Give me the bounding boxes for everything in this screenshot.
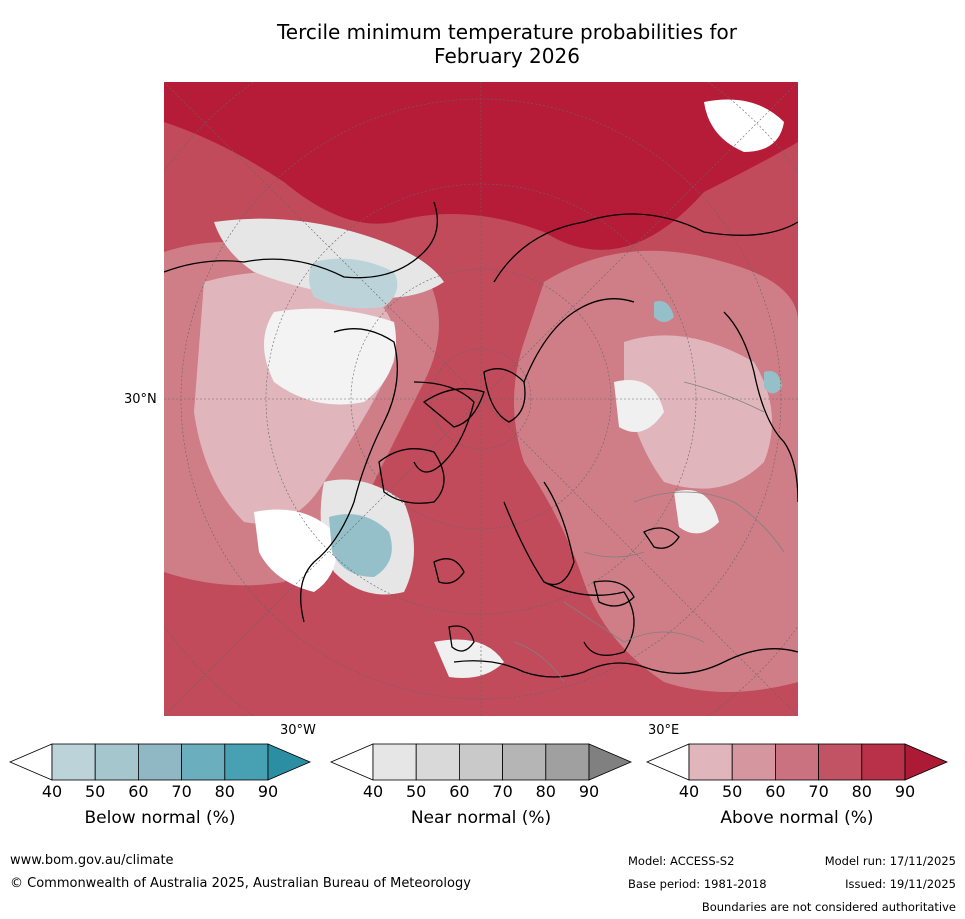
central-asia-near-normal [674,490,719,534]
canada-coast [300,328,398,623]
colorbar-above-normal [645,743,949,781]
british-isles [448,625,475,652]
colorbar-segment [688,743,733,781]
colorbar-tick-label: 60 [765,782,786,801]
colorbar-svg [8,743,312,781]
colorbar-segment [545,743,590,781]
coastlines [164,201,798,678]
colorbar-segment [818,743,863,781]
colorbar-segment [181,743,226,781]
colorbar-tick-label: 40 [678,782,700,801]
lat-label-30n: 30°N [124,392,157,407]
colorbar-svg [329,743,633,781]
footer-base-period: Base period: 1981-2018 [628,877,767,891]
colorbar-tick-label: 90 [257,782,279,801]
colorbar-tick-label: 90 [578,782,600,801]
colorbar-tick-label: 70 [171,782,192,801]
colorbar-tick-label: 60 [449,782,470,801]
colorbar-tick-label: 70 [492,782,513,801]
arctic-island [422,388,485,428]
map-title: Tercile minimum temperature probabilitie… [164,20,850,68]
colorbar-tick-label: 50 [406,782,427,801]
colorbar-segment [415,743,460,781]
scandinavia [503,481,575,586]
colorbar-ticks-near: 40 50 60 70 80 90 [331,782,631,802]
colorbar-ticks-below: 40 50 60 70 80 90 [10,782,310,802]
colorbar-segment [372,743,417,781]
colorbar-extend-low [8,743,53,781]
colorbar-near-normal [329,743,633,781]
colorbar-extend-low [329,743,374,781]
colorbar-extend-high [904,743,949,781]
iberia-near-normal [434,639,504,678]
colorbar-segment [861,743,906,781]
colorbar-extend-low [645,743,690,781]
east-asia-coast [723,311,798,503]
colorbar-svg [645,743,949,781]
colorbar-segment [502,743,547,781]
footer-copyright: © Commonwealth of Australia 2025, Austra… [10,876,471,891]
footer-disclaimer: Boundaries are not considered authoritat… [701,900,956,914]
baltic-coast [543,581,635,656]
labrador-below-normal [329,514,392,577]
ellesmere [483,368,526,423]
colorbar-tick-label: 40 [41,782,63,801]
taymyr-coast [523,298,635,383]
title-line-1: Tercile minimum temperature probabilitie… [276,20,738,44]
colorbar-tick-label: 50 [85,782,106,801]
colorbar-tick-label: 80 [535,782,556,801]
mediterranean-coast [453,648,798,678]
country-borders [513,381,785,683]
colorbar-tick-label: 70 [808,782,829,801]
lon-label-30w: 30°W [280,723,316,738]
colorbar-extend-high [588,743,633,781]
pacific-white [704,99,784,152]
east-asia-below-normal [764,371,782,394]
iceland [433,558,465,584]
colorbar-segment [224,743,269,781]
canada-near-normal [264,308,396,405]
colorbar-tick-label: 80 [214,782,235,801]
colorbar-segment [731,743,776,781]
map-canvas [164,82,798,716]
footer-issued: Issued: 19/11/2025 [845,877,956,891]
probability-map [164,82,798,716]
colorbar-tick-label: 60 [128,782,149,801]
alaska-coast [164,201,438,279]
asia-above-light [624,335,772,489]
lon-label-30e: 30°E [648,723,680,738]
greenland [378,448,445,504]
colorbar-tick-label: 40 [362,782,384,801]
great-lakes-white [254,509,337,592]
footer-model: Model: ACCESS-S2 [628,854,735,868]
black-sea [593,580,635,607]
colorbar-segment [774,743,819,781]
colorbar-tick-label: 50 [722,782,743,801]
siberia-coast [493,213,798,283]
colorbar-segment [51,743,96,781]
caspian-sea [643,527,680,549]
hudson-coast [413,381,475,473]
asia-near-normal [614,380,664,432]
below-normal-label: Below normal (%) [84,808,236,828]
footer-model-run: Model run: 17/11/2025 [824,854,956,868]
siberia-below-normal [654,301,674,322]
near-normal-label: Near normal (%) [410,808,552,828]
above-normal-label: Above normal (%) [720,808,874,828]
footer-url[interactable]: www.bom.gov.au/climate [10,853,174,868]
colorbar-ticks-above: 40 50 60 70 80 90 [647,782,947,802]
colorbar-tick-label: 80 [851,782,872,801]
colorbar-below-normal [8,743,312,781]
colorbar-tick-label: 90 [894,782,916,801]
title-line-2: February 2026 [434,44,580,68]
colorbar-segment [458,743,503,781]
colorbar-extend-high [267,743,312,781]
colorbar-segment [137,743,182,781]
colorbar-segment [94,743,139,781]
